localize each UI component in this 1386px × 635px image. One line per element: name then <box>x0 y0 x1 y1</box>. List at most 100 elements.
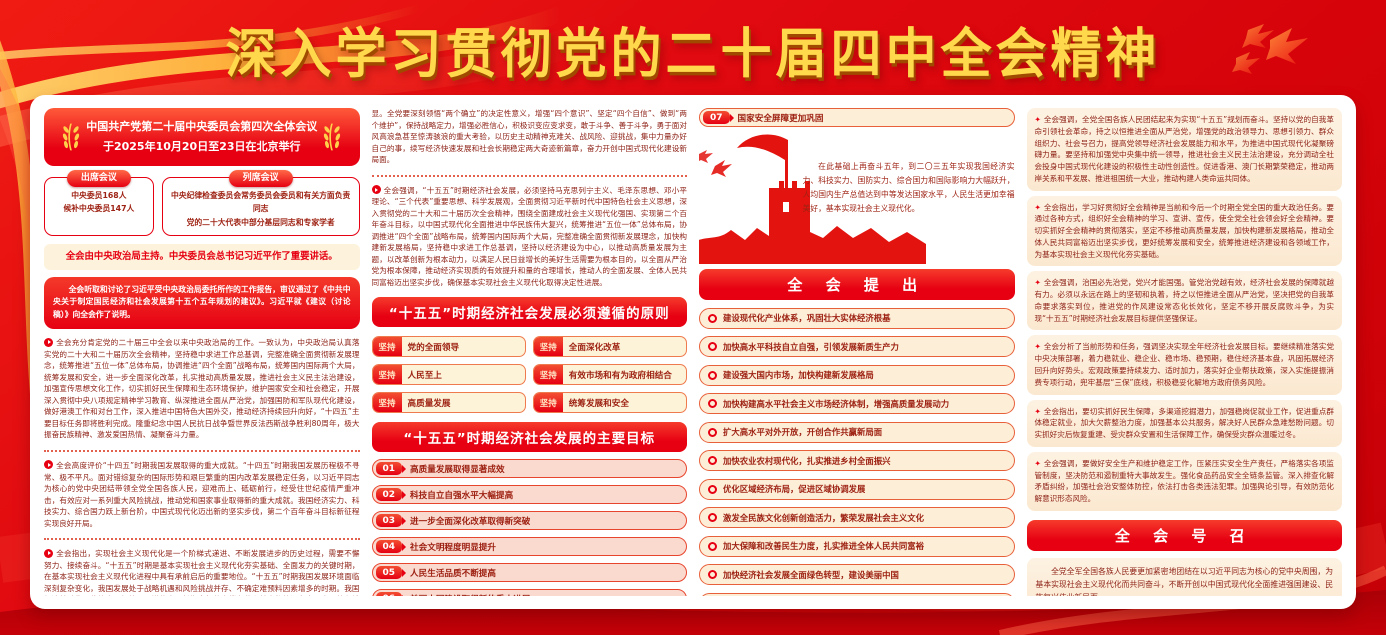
ring-bullet-icon <box>708 399 717 408</box>
goal-number-badge: 07 <box>703 111 730 124</box>
goal-text: 社会文明程度明显提升 <box>410 542 496 553</box>
ring-bullet-icon <box>708 456 717 465</box>
goal-item: 01 高质量发展取得显著成效 <box>371 459 687 479</box>
paragraph-continuation: 显。全党要深刻领悟“两个确立”的决定性意义，增强“四个意识”、坚定“四个自信”、… <box>371 109 688 165</box>
goal-item: 06 美丽中国建设取得新的重大进展 <box>371 589 687 596</box>
dotted-divider <box>44 538 360 541</box>
goal-number-badge: 01 <box>375 462 403 476</box>
host-note: 全会由中央政治局主持。中央委员会总书记习近平作了重要讲话。 <box>44 243 360 270</box>
proposal-item: 加快经济社会发展全面绿色转型，建设美丽中国 <box>699 564 1015 585</box>
principle-item: 坚持 全面深化改革 <box>532 336 687 358</box>
principle-item: 坚持 高质量发展 <box>371 392 526 414</box>
vision-2035-block: 在此基础上再奋斗五年，到二〇三五年实现我国经济实力、科技实力、国防实力、综合国力… <box>699 134 1015 264</box>
goals-banner: “十五五”时期经济社会发展的主要目标 <box>371 422 687 453</box>
attendance-line1: 中央委员168人 <box>71 190 127 200</box>
proposal-item: 建设强大国内市场，加快构建新发展格局 <box>699 364 1015 386</box>
star-bullet-icon: ✦ <box>1034 278 1041 288</box>
star-bullet-icon: ✦ <box>1034 342 1041 352</box>
vision-2035-text: 在此基础上再奋斗五年，到二〇三五年实现我国经济实力、科技实力、国防实力、综合国力… <box>802 162 1015 214</box>
principles-banner: “十五五”时期经济社会发展必须遵循的原则 <box>371 297 687 328</box>
attendance-row: 出席会议 中央委员168人 候补中央委员147人 列席会议 中央纪律检查委员会常… <box>44 169 360 236</box>
principles-grid: 坚持 党的全面领导 坚持 全面深化改革 坚持 人民至上 坚持 有效市场和有为政府相结合 … <box>371 336 687 414</box>
proposals-banner: 全 会 提 出 <box>699 269 1015 300</box>
goal-item: 04 社会文明程度明显提升 <box>371 537 687 557</box>
attendance-line2: 候补中央委员147人 <box>63 204 135 214</box>
observers-line2: 党的二十大代表中部分基层同志和专家学者 <box>186 217 335 227</box>
goal-text: 进一步全面深化改革取得新突破 <box>410 516 531 527</box>
goal-item: 07 国家安全屏障更加巩固 <box>699 108 1015 127</box>
proposal-text: 激发全民族文化创新创造活力，繁荣发展社会主义文化 <box>723 512 924 523</box>
paragraph-guiding-ideology: 全会强调，“十五五”时期经济社会发展，必须坚持马克思列宁主义、毛泽东思想、邓小平… <box>371 184 688 289</box>
proposal-text: 加快农业农村现代化，扎实推进乡村全面振兴 <box>723 455 891 466</box>
principle-text: 人民至上 <box>407 370 442 381</box>
goal-item: 02 科技自立自强水平大幅提高 <box>371 485 687 505</box>
paragraph-text: 全会强调，要做好安全生产和维护稳定工作，压紧压实安全生产责任，严格落实各项监管制… <box>1034 458 1335 504</box>
attendance-box: 出席会议 中央委员168人 候补中央委员147人 <box>44 169 154 236</box>
paragraph-text: 全会强调，“十五五”时期经济社会发展，必须坚持马克思列宁主义、毛泽东思想、邓小平… <box>371 185 688 287</box>
proposal-text: 建设强大国内市场，加快构建新发展格局 <box>723 370 874 380</box>
goal-text: 美丽中国建设取得新的重大进展 <box>410 593 530 596</box>
emphasis-box: ✦ 全会指出，要切实抓好民生保障，多渠道挖掘潜力，加强稳岗促就业工作，促进重点群体… <box>1026 399 1342 447</box>
principle-item: 坚持 人民至上 <box>371 364 526 386</box>
goal-number-badge: 06 <box>375 592 403 596</box>
proposal-item: 推进国家安全体系和能力现代化，建设更高水平平安中国 <box>699 592 1015 596</box>
ring-bullet-icon <box>708 513 717 522</box>
column-principles-goals: 显。全党要深刻领悟“两个确立”的决定性意义，增强“四个意识”、坚定“四个自信”、… <box>371 108 688 596</box>
dotted-divider <box>371 174 687 177</box>
proposal-item: 加快构建高水平社会主义市场经济体制，增强高质量发展动力 <box>699 393 1015 414</box>
emphasis-box: ✦ 全会指出，学习好贯彻好全会精神是当前和今后一个时期全党全国的重大政治任务。要通… <box>1026 195 1342 267</box>
call-text-box: 全党全军全国各族人民要更加紧密地团结在以习近平同志为核心的党中央周围，为基本实现… <box>1026 557 1342 596</box>
proposal-item: 扩大高水平对外开放，开创合作共赢新局面 <box>699 421 1015 443</box>
principle-text: 党的全面领导 <box>407 342 460 353</box>
goal-number-badge: 02 <box>375 488 403 502</box>
paragraph-text: 全会分析了当前形势和任务，强调坚决实现全年经济社会发展目标。要继续精准落实党中央… <box>1034 342 1335 387</box>
laurel-right-icon <box>324 123 341 151</box>
principle-tag: 坚持 <box>372 393 402 413</box>
ring-bullet-icon <box>708 570 717 579</box>
ring-bullet-icon <box>708 484 717 494</box>
report-note: 全会听取和讨论了习近平受中央政治局委托所作的工作报告，审议通过了《中共中央关于制… <box>44 276 360 330</box>
attendance-badge: 出席会议 <box>66 169 131 188</box>
paragraph-14th-plan-review: 全会高度评价“十四五”时期我国发展取得的重大成就。“十四五”时期我国发展历程极不… <box>44 459 360 529</box>
principle-tag: 坚持 <box>372 337 402 357</box>
content-panel: 中国共产党第二十届中央委员会第四次全体会议 于2025年10月20日至23日在北… <box>30 95 1356 609</box>
poster-title: 深入学习贯彻党的二十届四中全会精神 <box>225 23 1161 86</box>
ring-bullet-icon <box>708 370 717 380</box>
proposal-text: 优化区域经济布局，促进区域协调发展 <box>723 484 866 494</box>
goal-number-badge: 05 <box>375 566 403 580</box>
ring-bullet-icon <box>708 313 717 323</box>
play-bullet-icon <box>44 337 53 347</box>
goal-number-badge: 04 <box>375 540 403 554</box>
principle-tag: 坚持 <box>372 365 402 385</box>
principle-text: 高质量发展 <box>407 398 451 409</box>
proposal-text: 加快构建高水平社会主义市场经济体制，增强高质量发展动力 <box>723 398 950 409</box>
session-title-line1: 中国共产党第二十届中央委员会第四次全体会议 <box>86 120 318 133</box>
goal-item: 05 人民生活品质不断提高 <box>371 563 687 583</box>
goal-item: 03 进一步全面深化改革取得新突破 <box>371 511 687 531</box>
call-banner: 全 会 号 召 <box>1026 519 1342 551</box>
laurel-left-icon <box>63 123 80 151</box>
proposal-text: 加快高水平科技自立自强，引领发展新质生产力 <box>723 341 899 352</box>
session-title-text: 中国共产党第二十届中央委员会第四次全体会议 于2025年10月20日至23日在北… <box>86 117 317 157</box>
principle-tag: 坚持 <box>533 365 563 385</box>
great-wall-illustration <box>699 134 926 264</box>
star-bullet-icon: ✦ <box>1034 115 1041 124</box>
observers-box: 列席会议 中央纪律检查委员会常务委员会委员和有关方面负责同志 党的二十大代表中部… <box>161 169 360 236</box>
play-bullet-icon <box>371 185 381 195</box>
goal-text: 国家安全屏障更加巩固 <box>737 113 824 124</box>
goal-text: 高质量发展取得显著成效 <box>410 464 505 475</box>
ring-bullet-icon <box>708 342 717 351</box>
paragraph-plenum-affirmation: 全会充分肯定党的二十届三中全会以来中央政治局的工作。一致认为，中央政治局认真落实… <box>44 336 360 441</box>
principle-item: 坚持 有效市场和有为政府相结合 <box>532 364 687 386</box>
proposal-item: 优化区域经济布局，促进区域协调发展 <box>699 478 1015 500</box>
proposal-item: 加大保障和改善民生力度，扎实推进全体人民共同富裕 <box>699 535 1015 557</box>
principle-text: 全面深化改革 <box>568 342 621 353</box>
paragraph-text: 全会指出，要切实抓好民生保障，多渠道挖掘潜力，加强稳岗促就业工作，促进重点群体稳… <box>1034 406 1335 440</box>
paragraph-text: 全会高度评价“十四五”时期我国发展取得的重大成就。“十四五”时期我国发展历程极不… <box>44 460 360 528</box>
proposal-item: 建设现代化产业体系，巩固壮大实体经济根基 <box>699 307 1015 329</box>
principle-item: 坚持 党的全面领导 <box>371 336 526 358</box>
proposal-text: 扩大高水平对外开放，开创合作共赢新局面 <box>723 427 883 437</box>
principle-item: 坚持 统筹发展和安全 <box>532 392 687 414</box>
ring-bullet-icon <box>708 541 717 551</box>
ring-bullet-icon <box>708 427 717 437</box>
